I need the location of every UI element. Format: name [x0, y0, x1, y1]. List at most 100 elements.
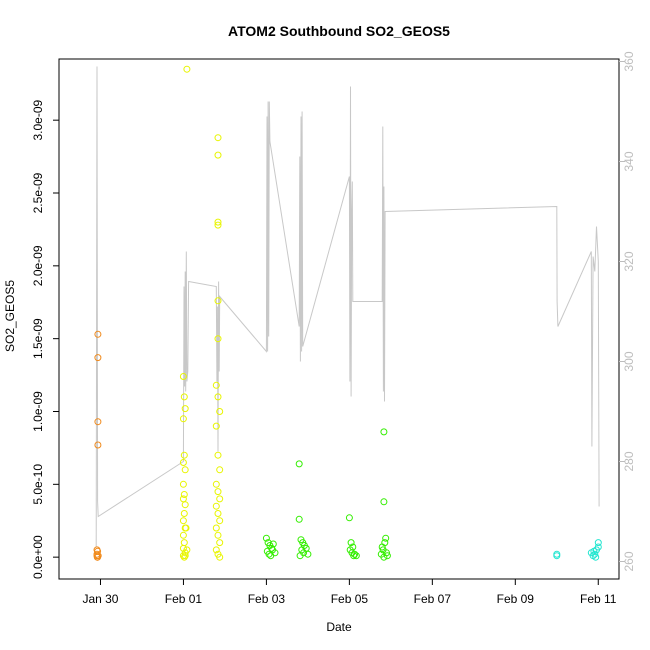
x-tick-label: Feb 03: [248, 592, 286, 606]
data-point-series-2: [345, 514, 353, 522]
secondary-series-line: [95, 66, 600, 547]
chart-title: ATOM2 Southbound SO2_GEOS5: [228, 23, 450, 39]
data-point-series-3: [594, 543, 602, 551]
data-point-series-1: [214, 451, 222, 459]
data-point-series-1: [179, 459, 187, 466]
data-point-series-1: [179, 517, 187, 525]
y-tick-label: 3.0e-09: [31, 100, 45, 141]
y-tick-label: 1.5e-09: [31, 318, 45, 359]
y-tick-label: 2.5e-09: [31, 172, 45, 213]
data-point-series-1: [180, 539, 188, 547]
data-point-series-1: [179, 531, 187, 539]
data-point-series-1: [180, 491, 188, 498]
x-axis: Jan 30 Feb 01 Feb 03 Feb 05 Feb 07 Feb 09 Feb …: [82, 579, 617, 606]
y2-tick-label: 300: [622, 351, 636, 371]
secondary-line-layer: [95, 66, 600, 547]
data-point-series-2: [295, 515, 303, 523]
data-point-series-2: [352, 552, 360, 560]
data-point-series-1: [212, 524, 220, 532]
data-point-series-1: [214, 221, 222, 229]
data-point-series-1: [179, 415, 187, 423]
x-tick-label: Feb 01: [165, 592, 203, 606]
data-point-series-1: [214, 510, 222, 517]
data-point-series-2: [267, 552, 275, 560]
data-point-series-2: [380, 498, 388, 506]
data-point-series-2: [380, 553, 388, 561]
data-point-series-1: [179, 373, 187, 380]
data-point-series-3: [591, 550, 599, 558]
data-point-series-2: [262, 534, 270, 542]
data-point-series-1: [181, 405, 189, 413]
plot-frame: [58, 58, 620, 580]
data-point-series-1: [214, 134, 222, 142]
data-point-series-2: [295, 460, 303, 468]
data-point-series-2: [296, 552, 304, 560]
data-point-series-0: [94, 441, 102, 449]
data-point-series-1: [212, 381, 220, 389]
x-tick-label: Feb 11: [580, 592, 617, 606]
data-point-series-2: [382, 534, 390, 542]
x-axis-label: Date: [326, 620, 352, 634]
y-tick-label: 2.0e-09: [31, 245, 45, 286]
y-tick-label: 0.0e+00: [31, 535, 45, 579]
x-tick-label: Feb 07: [414, 592, 452, 606]
data-point-series-2: [271, 549, 279, 557]
data-point-series-2: [380, 428, 388, 436]
data-point-series-1: [214, 393, 222, 401]
y-tick-label: 5.0e-10: [31, 464, 45, 505]
data-point-series-1: [180, 451, 188, 459]
data-point-series-1: [212, 422, 220, 430]
data-point-series-1: [180, 393, 188, 401]
data-point-series-2: [350, 552, 358, 560]
secondary-y-axis: 260 280 300 320 340 360: [619, 51, 636, 572]
data-point-series-1: [214, 218, 222, 226]
data-point-series-3: [594, 539, 602, 547]
data-point-series-2: [347, 539, 355, 547]
data-point-series-1: [212, 546, 220, 554]
data-point-series-1: [212, 502, 220, 510]
y2-tick-label: 260: [622, 551, 636, 571]
y-axis-label: SO2_GEOS5: [3, 280, 17, 352]
data-points-layer: [93, 65, 602, 561]
data-point-series-1: [214, 488, 222, 496]
data-point-series-1: [182, 524, 190, 532]
data-point-series-0: [94, 418, 102, 426]
data-point-series-1: [212, 480, 220, 488]
y-tick-label: 1.0e-09: [31, 391, 45, 432]
y2-tick-label: 340: [622, 151, 636, 171]
data-point-series-1: [216, 466, 224, 474]
data-point-series-1: [180, 553, 188, 561]
data-point-series-1: [183, 65, 191, 73]
x-tick-label: Feb 09: [497, 592, 535, 606]
data-point-series-3: [590, 547, 598, 555]
data-point-series-1: [179, 480, 187, 488]
data-point-series-1: [181, 466, 189, 474]
y2-tick-label: 320: [622, 251, 636, 271]
data-point-series-1: [214, 335, 222, 343]
data-point-series-1: [214, 151, 222, 159]
data-point-series-1: [181, 501, 189, 509]
data-point-series-1: [179, 495, 187, 503]
data-point-series-1: [214, 297, 222, 305]
data-point-series-0: [94, 552, 102, 560]
data-point-series-1: [216, 553, 224, 561]
x-tick-label: Jan 30: [82, 592, 118, 606]
y2-tick-label: 360: [622, 51, 636, 71]
data-point-series-1: [216, 539, 224, 547]
data-point-series-1: [180, 510, 188, 517]
y2-tick-label: 280: [622, 451, 636, 471]
y-axis: 0.0e+00 5.0e-10 1.0e-09 1.5e-09 2.0e-09 2.5e-…: [31, 100, 59, 579]
data-point-series-2: [269, 540, 277, 548]
data-point-series-0: [94, 330, 102, 338]
data-point-series-1: [216, 408, 224, 415]
data-point-series-0: [94, 354, 102, 362]
data-point-series-1: [183, 546, 191, 554]
data-point-series-2: [378, 543, 386, 551]
data-point-series-3: [553, 552, 561, 560]
data-point-series-1: [214, 531, 222, 539]
data-point-series-1: [179, 544, 187, 552]
x-tick-label: Feb 05: [331, 592, 369, 606]
data-point-series-1: [216, 517, 224, 525]
data-point-series-1: [216, 495, 224, 503]
